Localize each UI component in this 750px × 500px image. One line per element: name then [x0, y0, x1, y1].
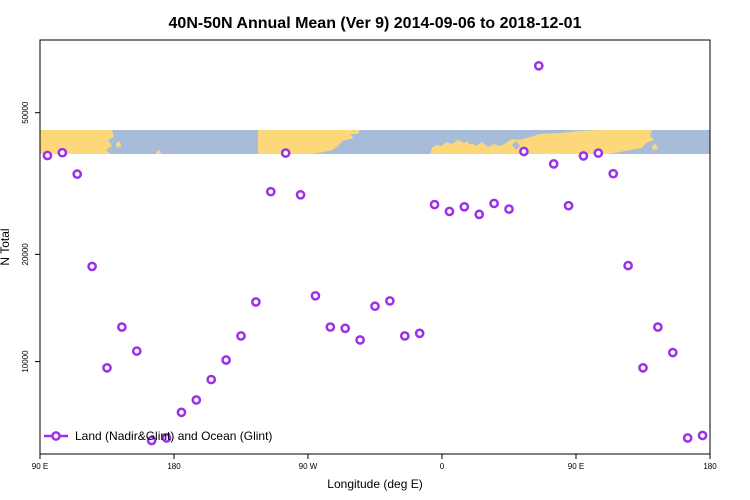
chart-title: 40N-50N Annual Mean (Ver 9) 2014-09-06 t…: [169, 15, 582, 32]
data-point: [519, 146, 529, 157]
data-point: [102, 363, 112, 373]
data-point: [72, 169, 83, 179]
data-point: [459, 201, 470, 212]
data-point: [474, 209, 485, 220]
data-point: [370, 301, 380, 312]
land-island: [156, 150, 161, 154]
x-tick-label: 90 E: [568, 462, 584, 471]
data-point: [191, 395, 202, 405]
x-tick-label: 180: [703, 462, 717, 471]
data-point: [504, 204, 514, 214]
x-axis: 90 E 180 90 W 0 90 E 180: [32, 454, 717, 471]
data-point: [385, 296, 395, 306]
x-tick-label: 0: [440, 462, 445, 471]
data-point: [295, 189, 306, 200]
y-axis-label: N Total: [0, 228, 12, 265]
data-point: [682, 433, 693, 443]
series-points: [42, 60, 708, 446]
x-tick-label: 180: [167, 462, 181, 471]
x-tick-label: 90 E: [32, 462, 48, 471]
data-point: [251, 297, 261, 307]
legend-marker: [51, 431, 61, 441]
data-point: [325, 322, 336, 332]
data-point: [117, 322, 127, 332]
sea-inlet-2: [512, 141, 520, 150]
y-axis: 10000 20000 50000: [21, 101, 40, 373]
data-point: [265, 186, 276, 197]
world-map-strip: [40, 130, 710, 154]
land-japan-east: [652, 144, 658, 150]
legend-label: Land (Nadir&Glint) and Ocean (Glint): [75, 429, 272, 443]
data-point: [161, 433, 172, 443]
data-point: [653, 322, 663, 332]
data-point: [57, 147, 68, 158]
data-point: [429, 199, 440, 210]
data-point: [355, 335, 365, 345]
x-tick-label: 90 W: [299, 462, 318, 471]
data-point: [414, 328, 425, 339]
data-point: [578, 151, 589, 161]
data-point: [667, 347, 678, 358]
data-point: [533, 60, 544, 71]
data-point: [280, 148, 291, 158]
data-point: [131, 346, 142, 356]
plot-frame: [39, 39, 711, 455]
data-point: [146, 435, 157, 446]
data-point: [87, 261, 97, 272]
land-japan: [116, 141, 121, 148]
data-point: [221, 355, 231, 365]
data-point: [340, 323, 351, 334]
data-point: [42, 150, 53, 161]
y-tick-label: 20000: [21, 243, 30, 266]
y-tick-label: 10000: [21, 350, 30, 373]
data-point: [623, 260, 633, 271]
land-north-america: [258, 130, 360, 154]
data-point: [548, 159, 559, 169]
data-point: [399, 331, 410, 341]
data-point: [608, 168, 619, 179]
data-point: [176, 407, 187, 418]
data-point: [638, 363, 648, 373]
data-point: [444, 206, 455, 217]
x-axis-label: Longitude (deg E): [327, 477, 422, 491]
data-point: [206, 374, 217, 385]
land-eurasia-west: [40, 130, 114, 154]
data-point: [593, 148, 604, 158]
land-lakes: [330, 139, 338, 146]
data-point: [563, 200, 574, 211]
data-point: [489, 198, 499, 209]
land-eurasia-east: [430, 130, 654, 154]
data-point: [236, 331, 246, 341]
y-tick-label: 50000: [21, 101, 30, 124]
data-point: [697, 430, 708, 441]
data-point: [310, 290, 321, 301]
sea-inlet: [468, 138, 474, 144]
legend: Land (Nadir&Glint) and Ocean (Glint): [44, 429, 272, 443]
